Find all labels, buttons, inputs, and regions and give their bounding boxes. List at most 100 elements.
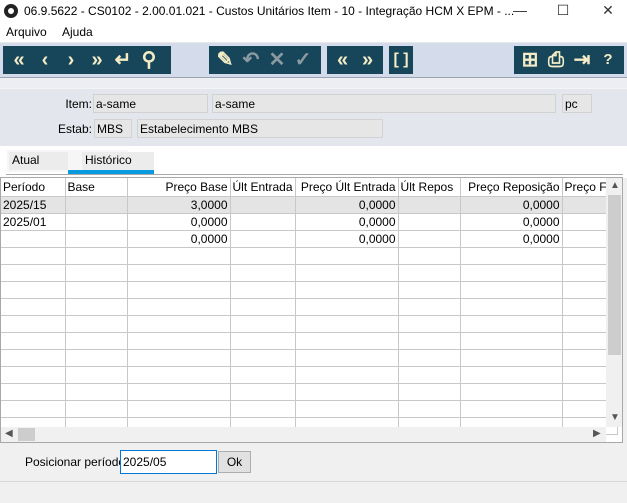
col-preco-base[interactable]: Preço Base	[127, 178, 231, 197]
table-cell[interactable]: 2025/01	[1, 213, 66, 231]
table-cell[interactable]	[230, 196, 296, 214]
goto-button[interactable]: ↵	[114, 49, 132, 71]
confirm-button[interactable]: ✓	[294, 49, 312, 71]
close-button[interactable]: ✕	[602, 2, 614, 18]
table-cell[interactable]	[295, 264, 399, 282]
table-cell[interactable]	[1, 332, 66, 350]
estab-code-field[interactable]: MBS	[94, 119, 132, 138]
horizontal-scrollbar[interactable]: ◀ ▶	[1, 427, 606, 442]
table-cell[interactable]	[398, 315, 461, 333]
table-cell[interactable]	[398, 213, 461, 231]
col-preco-ult-entrada[interactable]: Preço Últ Entrada	[295, 178, 399, 197]
table-cell[interactable]	[230, 247, 296, 265]
first-record-button[interactable]: «	[13, 49, 25, 71]
table-cell[interactable]	[65, 383, 128, 401]
table-cell[interactable]	[127, 281, 231, 299]
table-cell[interactable]	[398, 230, 461, 248]
table-cell[interactable]	[398, 298, 461, 316]
first-page-button[interactable]: «	[336, 49, 349, 71]
table-cell[interactable]	[230, 298, 296, 316]
tab-historico[interactable]: Histórico	[82, 152, 154, 170]
scroll-left-icon[interactable]: ◀	[5, 428, 13, 439]
print-button[interactable]: ⎙	[548, 49, 564, 71]
table-row[interactable]: 0,0000 0,0000 0,0000	[1, 230, 619, 248]
table-cell[interactable]	[460, 298, 563, 316]
table-cell[interactable]	[127, 315, 231, 333]
table-cell[interactable]	[295, 332, 399, 350]
table-cell[interactable]	[460, 366, 563, 384]
table-cell[interactable]	[230, 315, 296, 333]
search-button[interactable]: ⚲	[141, 49, 157, 71]
table-row[interactable]	[1, 247, 619, 265]
table-cell[interactable]	[1, 230, 66, 248]
table-cell[interactable]	[65, 196, 128, 214]
table-cell[interactable]: 0,0000	[460, 196, 563, 214]
last-page-button[interactable]: »	[361, 49, 374, 71]
table-cell[interactable]	[460, 281, 563, 299]
table-row[interactable]: 2025/01 0,0000 0,0000 0,0000	[1, 213, 619, 231]
table-cell[interactable]	[460, 332, 563, 350]
table-row[interactable]	[1, 332, 619, 350]
table-cell[interactable]	[460, 264, 563, 282]
table-cell[interactable]	[1, 400, 66, 418]
scroll-right-icon[interactable]: ▶	[593, 428, 601, 439]
table-cell[interactable]	[230, 400, 296, 418]
undo-button[interactable]: ↶	[242, 49, 260, 71]
table-row[interactable]	[1, 281, 619, 299]
table-cell[interactable]	[65, 315, 128, 333]
last-record-button[interactable]: »	[91, 49, 103, 71]
table-cell[interactable]: 0,0000	[460, 230, 563, 248]
table-cell[interactable]	[230, 213, 296, 231]
table-cell[interactable]	[295, 400, 399, 418]
table-cell[interactable]	[230, 264, 296, 282]
table-cell[interactable]	[127, 400, 231, 418]
table-cell[interactable]: 0,0000	[460, 213, 563, 231]
next-record-button[interactable]: ›	[67, 49, 75, 71]
minimize-button[interactable]: —	[513, 2, 527, 18]
estab-description-field[interactable]: Estabelecimento MBS	[137, 119, 383, 138]
table-cell[interactable]	[295, 349, 399, 367]
cancel-button[interactable]: ✕	[268, 49, 286, 71]
help-button[interactable]: ?	[603, 51, 613, 68]
table-cell[interactable]	[460, 315, 563, 333]
table-row[interactable]	[1, 315, 619, 333]
table-cell[interactable]	[295, 247, 399, 265]
table-row[interactable]	[1, 349, 619, 367]
table-cell[interactable]	[398, 349, 461, 367]
table-cell[interactable]	[65, 298, 128, 316]
table-cell[interactable]	[230, 383, 296, 401]
table-cell[interactable]: 3,0000	[127, 196, 231, 214]
table-cell[interactable]	[295, 298, 399, 316]
col-ult-entrada[interactable]: Últ Entrada	[230, 178, 296, 197]
col-preco-fis[interactable]: Preço Fis	[562, 178, 619, 197]
table-cell[interactable]	[65, 213, 128, 231]
table-cell[interactable]	[1, 298, 66, 316]
horizontal-scroll-thumb[interactable]	[18, 428, 35, 441]
position-input[interactable]	[120, 450, 217, 474]
scroll-down-icon[interactable]: ▼	[610, 412, 620, 423]
table-cell[interactable]	[295, 315, 399, 333]
table-cell[interactable]	[65, 230, 128, 248]
item-code-field[interactable]: a-same	[93, 94, 208, 113]
table-cell[interactable]	[1, 315, 66, 333]
ok-button[interactable]: Ok	[218, 451, 251, 473]
table-cell[interactable]	[460, 400, 563, 418]
menu-arquivo[interactable]: Arquivo	[6, 25, 47, 39]
table-cell[interactable]	[65, 247, 128, 265]
table-cell[interactable]	[398, 383, 461, 401]
table-cell[interactable]	[1, 366, 66, 384]
table-cell[interactable]	[1, 383, 66, 401]
table-cell[interactable]	[65, 349, 128, 367]
table-cell[interactable]	[65, 281, 128, 299]
table-cell[interactable]: 0,0000	[127, 213, 231, 231]
table-cell[interactable]	[127, 349, 231, 367]
table-cell[interactable]	[398, 247, 461, 265]
tree-button[interactable]: ⊞	[521, 49, 539, 71]
col-ult-repos[interactable]: Últ Repos	[398, 178, 461, 197]
zoom-button[interactable]: [ ]	[393, 51, 409, 68]
table-cell[interactable]	[230, 366, 296, 384]
table-cell[interactable]	[65, 400, 128, 418]
table-cell[interactable]	[398, 196, 461, 214]
table-cell[interactable]	[398, 332, 461, 350]
table-row[interactable]	[1, 264, 619, 282]
